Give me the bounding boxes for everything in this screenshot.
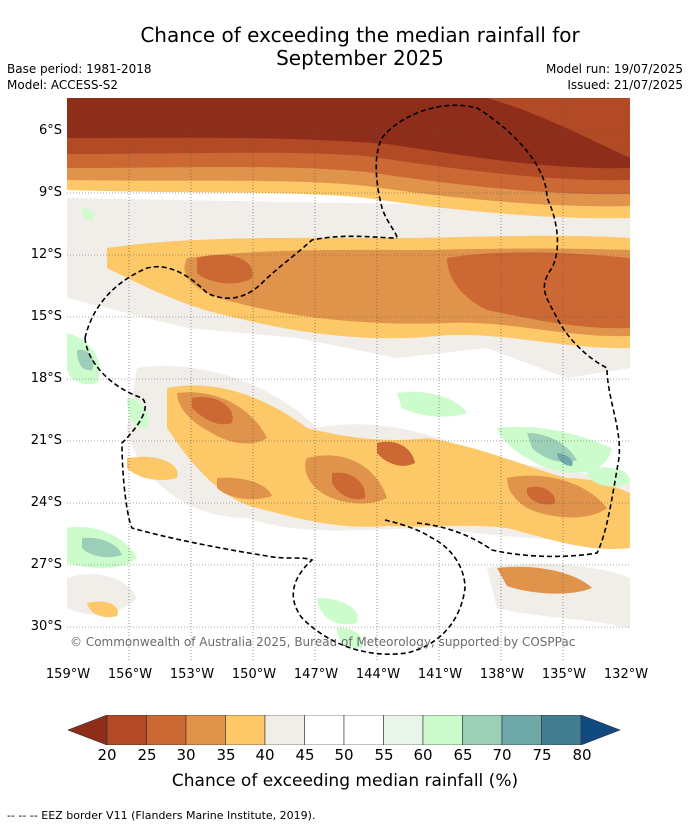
colorbar-tick: 70 — [492, 746, 512, 764]
issued-date: Issued: 21/07/2025 — [567, 78, 683, 92]
lon-label: 147°W — [293, 667, 339, 682]
lon-label: 144°W — [355, 667, 401, 682]
colorbar-tick: 30 — [176, 746, 196, 764]
colorbar-extend-high — [580, 715, 621, 745]
eez-legend: -- -- -- EEZ border V11 (Flanders Marine… — [7, 809, 316, 822]
colorbar-tick: 75 — [532, 746, 552, 764]
lat-label: 24°S — [30, 495, 62, 510]
lat-label: 30°S — [30, 619, 62, 634]
meta-right: Model run: 19/07/2025 Issued: 21/07/2025 — [546, 61, 683, 93]
title-line-1: Chance of exceeding the median rainfall … — [140, 23, 580, 47]
lat-label: 12°S — [30, 247, 62, 262]
lat-label: 21°S — [30, 433, 62, 448]
colorbar-tick: 60 — [413, 746, 433, 764]
dry-band-central — [107, 235, 630, 349]
title-line-2: September 2025 — [276, 46, 444, 70]
colorbar-tick: 40 — [255, 746, 275, 764]
colorbar-tick: 35 — [216, 746, 236, 764]
copyright-notice: © Commonwealth of Australia 2025, Bureau… — [70, 635, 576, 649]
colorbar-tick: 80 — [572, 746, 592, 764]
gridlines — [67, 98, 630, 660]
lon-label: 150°W — [231, 667, 277, 682]
lon-label: 141°W — [417, 667, 463, 682]
colorbar-segment — [146, 715, 187, 745]
map-title: Chance of exceeding the median rainfall … — [100, 24, 620, 70]
colorbar-title: Chance of exceeding median rainfall (%) — [171, 771, 519, 791]
meta-left: Base period: 1981-2018 Model: ACCESS-S2 — [7, 61, 152, 93]
lon-label: 156°W — [107, 667, 153, 682]
lat-label: 15°S — [30, 309, 62, 324]
lat-label: 6°S — [38, 123, 62, 138]
colorbar-tick: 45 — [295, 746, 315, 764]
lat-label: 27°S — [30, 557, 62, 572]
colorbar-tick: 25 — [137, 746, 157, 764]
colorbar — [68, 715, 621, 745]
eez-borders — [84, 104, 621, 656]
lon-label: 159°W — [45, 667, 91, 682]
colorbar-segment — [106, 715, 147, 745]
colorbar-tick: 20 — [97, 746, 117, 764]
colorbar-segment — [304, 715, 345, 745]
colorbar-extend-low — [68, 715, 108, 745]
lon-label: 132°W — [603, 667, 649, 682]
lat-label: 9°S — [38, 185, 62, 200]
colorbar-segment — [264, 715, 305, 745]
dry-band-south — [87, 385, 630, 618]
dry-band-north — [67, 98, 630, 219]
colorbar-segment — [462, 715, 503, 745]
colorbar-tick: 55 — [374, 746, 394, 764]
colorbar-segment — [383, 715, 424, 745]
model-run: Model run: 19/07/2025 — [545, 62, 683, 76]
colorbar-tick: 50 — [334, 746, 354, 764]
colorbar-tick: 65 — [453, 746, 473, 764]
colorbar-segment — [501, 715, 542, 745]
colorbar-segment — [225, 715, 266, 745]
wet-patches — [67, 208, 630, 649]
lon-label: 138°W — [479, 667, 525, 682]
colorbar-segment — [185, 715, 226, 745]
colorbar-segment — [422, 715, 463, 745]
colorbar-segment — [343, 715, 384, 745]
model-name: Model: ACCESS-S2 — [7, 78, 119, 92]
colorbar-segment — [541, 715, 582, 745]
lon-label: 153°W — [169, 667, 215, 682]
base-period: Base period: 1981-2018 — [7, 62, 152, 76]
lat-label: 18°S — [30, 371, 62, 386]
lon-label: 135°W — [541, 667, 587, 682]
rainfall-map — [67, 98, 630, 660]
